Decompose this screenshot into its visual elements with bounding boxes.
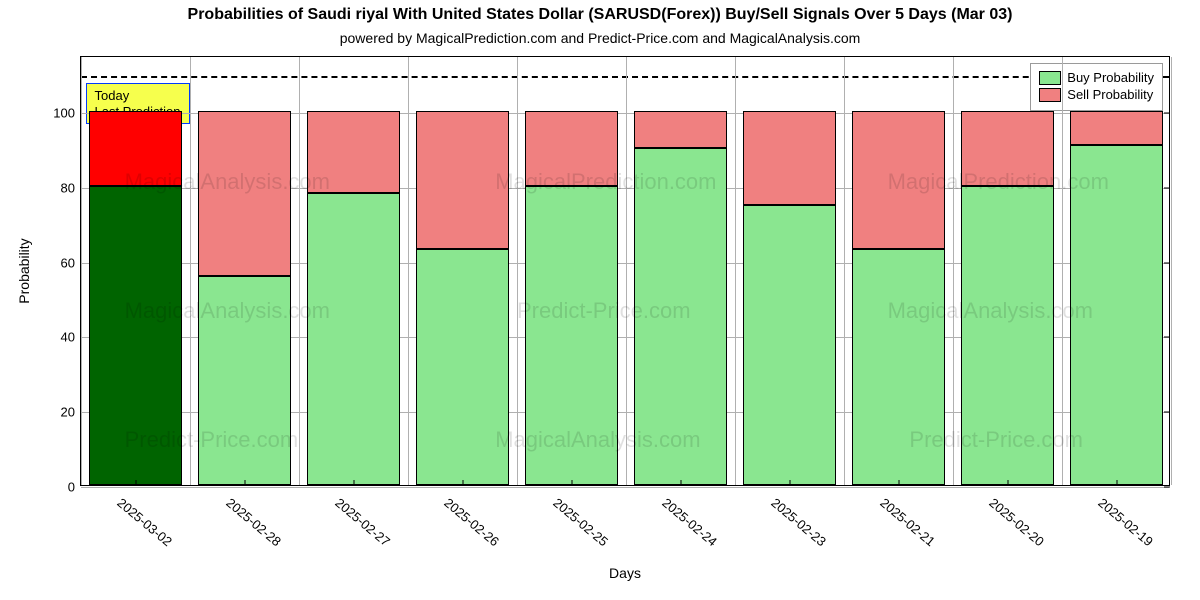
gridline-v xyxy=(517,57,518,485)
xtick-mark xyxy=(680,480,681,486)
bar xyxy=(198,111,291,485)
y-axis-label: Probability xyxy=(16,238,32,303)
xtick-mark xyxy=(135,480,136,486)
ytick-mark xyxy=(1164,187,1170,188)
ytick-label: 0 xyxy=(68,480,75,495)
legend-label-sell: Sell Probability xyxy=(1067,87,1153,102)
bar xyxy=(743,111,836,485)
gridline-v xyxy=(844,57,845,485)
bar-segment-sell xyxy=(525,111,618,186)
bar-segment-buy xyxy=(852,249,945,485)
gridline-v xyxy=(190,57,191,485)
bar-segment-buy xyxy=(634,148,727,485)
bar xyxy=(89,111,182,485)
xtick-mark xyxy=(244,480,245,486)
bar-segment-sell xyxy=(743,111,836,204)
legend-swatch-buy xyxy=(1039,71,1061,85)
bar-segment-sell xyxy=(1070,111,1163,145)
xtick-mark xyxy=(1116,480,1117,486)
chart-title: Probabilities of Saudi riyal With United… xyxy=(0,6,1200,24)
xtick-label: 2025-02-24 xyxy=(659,495,720,549)
bar-segment-buy xyxy=(198,276,291,485)
annotation-line1: Today xyxy=(95,88,130,103)
bar xyxy=(852,111,945,485)
ytick-label: 100 xyxy=(53,106,75,121)
xtick-label: 2025-02-19 xyxy=(1095,495,1156,549)
bar-segment-sell xyxy=(961,111,1054,186)
ytick-label: 20 xyxy=(61,405,75,420)
ytick-label: 40 xyxy=(61,330,75,345)
xtick-mark xyxy=(898,480,899,486)
chart-subtitle: powered by MagicalPrediction.com and Pre… xyxy=(0,30,1200,46)
gridline-v xyxy=(81,57,82,485)
gridline-v xyxy=(626,57,627,485)
bar xyxy=(634,111,727,485)
xtick-label: 2025-02-20 xyxy=(986,495,1047,549)
ytick-mark xyxy=(1164,337,1170,338)
xtick-label: 2025-02-21 xyxy=(877,495,938,549)
bar-segment-buy xyxy=(307,193,400,485)
gridline-v xyxy=(408,57,409,485)
ytick-mark xyxy=(1164,262,1170,263)
xtick-label: 2025-02-26 xyxy=(441,495,502,549)
xtick-label: 2025-03-02 xyxy=(114,495,175,549)
xtick-label: 2025-02-23 xyxy=(768,495,829,549)
bar-segment-sell xyxy=(634,111,727,148)
legend: Buy Probability Sell Probability xyxy=(1030,63,1163,111)
ytick-label: 60 xyxy=(61,255,75,270)
xtick-label: 2025-02-25 xyxy=(550,495,611,549)
bar-segment-sell xyxy=(416,111,509,249)
gridline-v xyxy=(299,57,300,485)
bar-segment-buy xyxy=(1070,145,1163,485)
ytick-mark xyxy=(1164,412,1170,413)
bar xyxy=(525,111,618,485)
x-axis-label: Days xyxy=(81,565,1169,581)
gridline-v xyxy=(953,57,954,485)
chart-container: Probabilities of Saudi riyal With United… xyxy=(0,0,1200,600)
gridline-v xyxy=(735,57,736,485)
bar-segment-buy xyxy=(89,186,182,485)
legend-swatch-sell xyxy=(1039,88,1061,102)
bar-segment-buy xyxy=(525,186,618,485)
xtick-mark xyxy=(462,480,463,486)
legend-label-buy: Buy Probability xyxy=(1067,70,1154,85)
ytick-label: 80 xyxy=(61,180,75,195)
xtick-mark xyxy=(1007,480,1008,486)
bar xyxy=(416,111,509,485)
bar-segment-buy xyxy=(743,205,836,485)
gridline-v xyxy=(1062,57,1063,485)
ytick-mark xyxy=(1164,487,1170,488)
xtick-mark xyxy=(353,480,354,486)
legend-item-sell: Sell Probability xyxy=(1039,87,1154,102)
bar-segment-buy xyxy=(961,186,1054,485)
bar xyxy=(1070,111,1163,485)
xtick-mark xyxy=(571,480,572,486)
gridline-v xyxy=(1171,57,1172,485)
legend-item-buy: Buy Probability xyxy=(1039,70,1154,85)
bar-segment-sell xyxy=(307,111,400,193)
ytick-mark xyxy=(1164,113,1170,114)
xtick-mark xyxy=(789,480,790,486)
bar-segment-sell xyxy=(198,111,291,276)
xtick-label: 2025-02-27 xyxy=(332,495,393,549)
bar-segment-sell xyxy=(852,111,945,249)
plot-area: Today Last Prediction Buy Probability Se… xyxy=(80,56,1170,486)
gridline-h xyxy=(81,487,1169,488)
bar xyxy=(307,111,400,485)
threshold-line xyxy=(81,76,1169,78)
bar-segment-sell xyxy=(89,111,182,186)
bar-segment-buy xyxy=(416,249,509,485)
xtick-label: 2025-02-28 xyxy=(223,495,284,549)
bar xyxy=(961,111,1054,485)
